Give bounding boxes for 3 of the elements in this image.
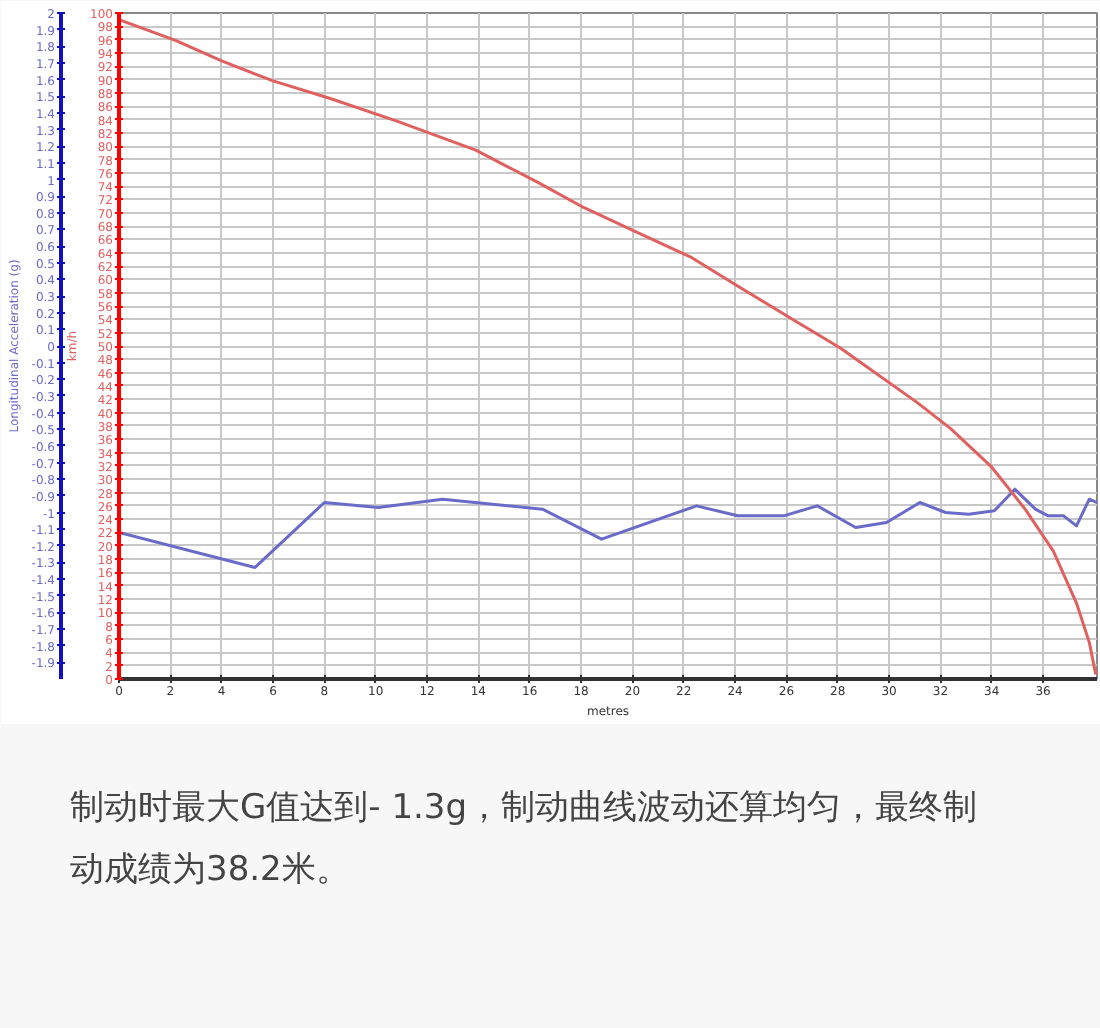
line-series — [119, 18, 1097, 676]
line-series — [119, 487, 1097, 569]
text: 制动时最大G值达到- 1.3g，制动曲线波动还算均匀，最终制动成绩为38.2米。 — [70, 786, 980, 894]
